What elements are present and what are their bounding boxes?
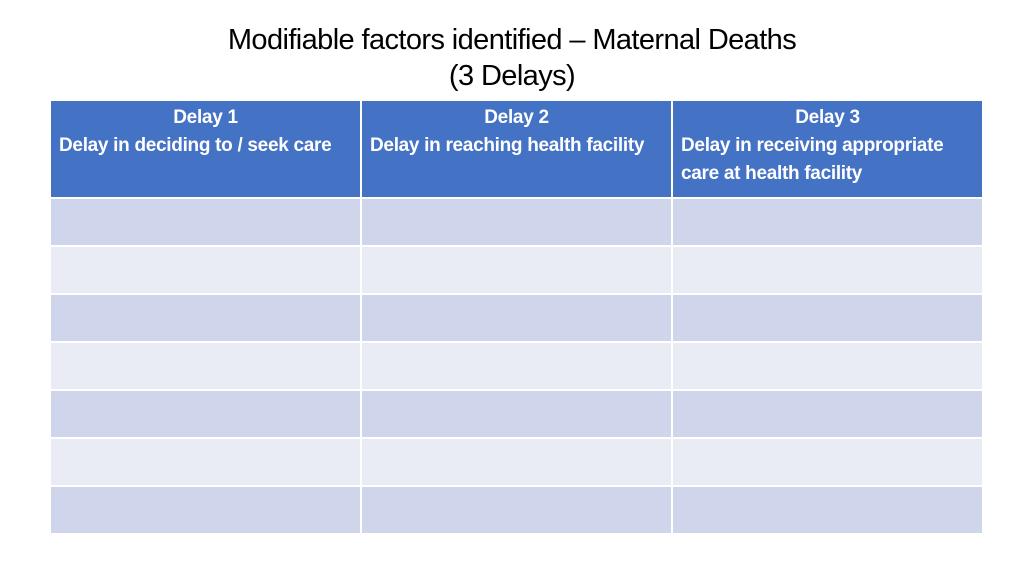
- header-cell-delay-1: Delay 1 Delay in deciding to / seek care: [49, 99, 362, 199]
- table-cell: [360, 245, 673, 295]
- table-cell: [49, 341, 362, 391]
- title-line-1: Modifiable factors identified – Maternal…: [227, 24, 797, 56]
- column-title: Delay 1: [173, 107, 238, 128]
- title-line-2: (3 Delays): [448, 60, 576, 92]
- table-cell: [360, 197, 673, 247]
- table-cell: [671, 293, 984, 343]
- table-cell: [49, 437, 362, 487]
- table-cell: [360, 293, 673, 343]
- column-title: Delay 2: [484, 107, 549, 128]
- table-row: [49, 293, 984, 343]
- table-row: [49, 389, 984, 439]
- table-cell: [360, 485, 673, 535]
- column-description: Delay in reaching health facility: [370, 135, 645, 156]
- table-cell: [360, 341, 673, 391]
- table-row: [49, 437, 984, 487]
- header-cell-delay-2: Delay 2 Delay in reaching health facilit…: [360, 99, 673, 199]
- table-row: [49, 245, 984, 295]
- table-cell: [49, 293, 362, 343]
- header-row: Delay 1 Delay in deciding to / seek care…: [49, 99, 984, 199]
- column-title: Delay 3: [795, 107, 860, 128]
- column-description: Delay in receiving appropriate care at h…: [681, 135, 944, 184]
- table-cell: [360, 437, 673, 487]
- table-cell: [671, 389, 984, 439]
- table-cell: [49, 485, 362, 535]
- table-cell: [49, 197, 362, 247]
- table-row: [49, 341, 984, 391]
- delays-table: Delay 1 Delay in deciding to / seek care…: [49, 99, 984, 535]
- table-cell: [671, 485, 984, 535]
- header-cell-delay-3: Delay 3 Delay in receiving appropriate c…: [671, 99, 984, 199]
- table-row: [49, 485, 984, 535]
- table-cell: [49, 389, 362, 439]
- table-cell: [671, 341, 984, 391]
- slide-title: Modifiable factors identified – Maternal…: [0, 22, 1024, 94]
- column-description: Delay in deciding to / seek care: [59, 135, 332, 156]
- table-cell: [671, 197, 984, 247]
- table-cell: [49, 245, 362, 295]
- table-row: [49, 197, 984, 247]
- table-cell: [671, 245, 984, 295]
- table-cell: [671, 437, 984, 487]
- table-cell: [360, 389, 673, 439]
